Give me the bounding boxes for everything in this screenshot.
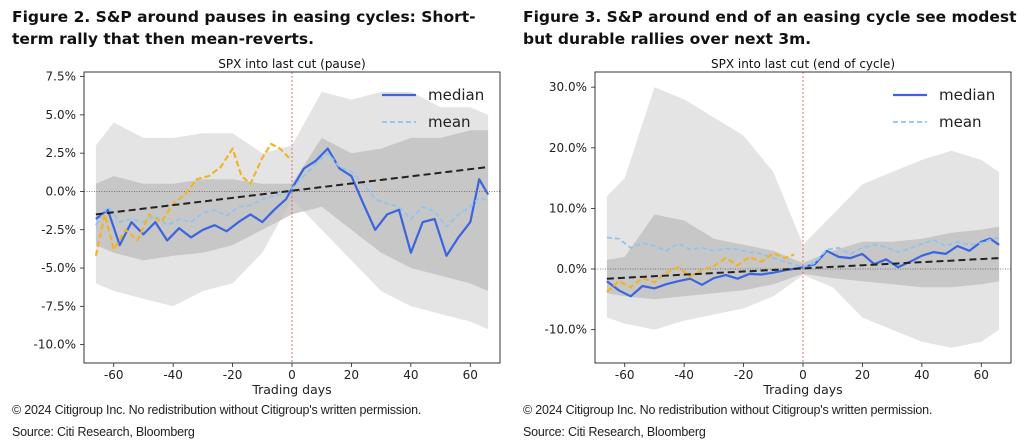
y-tick-label: 7.5%: [46, 70, 77, 84]
x-tick-label: 40: [914, 368, 929, 382]
series-mean-line: [95, 152, 489, 228]
x-tick-label: 0: [799, 368, 807, 382]
y-tick-label: -5.0%: [41, 261, 76, 275]
x-tick-label: -40: [163, 368, 183, 382]
figure-2-copyright: © 2024 Citigroup Inc. No redistribution …: [12, 403, 422, 417]
inner-range-band: [95, 130, 489, 291]
figure-3-heading: Figure 3. S&P around end of an easing cy…: [523, 8, 1017, 48]
y-tick-label: 10.0%: [549, 201, 587, 215]
figure-2-panel: Figure 2. S&P around pauses in easing cy…: [12, 0, 517, 446]
chart-title: SPX into last cut (end of cycle): [711, 58, 895, 71]
legend-label: median: [939, 86, 995, 104]
chart-title: SPX into last cut (pause): [218, 58, 365, 71]
figure-3-copyright: © 2024 Citigroup Inc. No redistribution …: [523, 403, 933, 417]
x-tick-label: -40: [674, 368, 694, 382]
y-tick-label: 0.0%: [46, 184, 77, 198]
y-tick-label: -7.5%: [41, 299, 76, 313]
y-tick-label: 20.0%: [549, 141, 587, 155]
x-tick-label: -60: [615, 368, 635, 382]
figure-2-chart: SPX into last cut (pause) -60 -40 -20 0 20 40 6…: [34, 58, 501, 397]
x-axis-label: Trading days: [251, 382, 331, 397]
x-tick-label: 20: [855, 368, 870, 382]
x-tick-label: 60: [974, 368, 989, 382]
y-tick-label: 2.5%: [46, 146, 77, 160]
legend-label: mean: [428, 113, 471, 131]
series-mean-line: [606, 236, 1000, 269]
figure-3-panel: Figure 3. S&P around end of an easing cy…: [523, 0, 1024, 446]
y-tick-label: -2.5%: [41, 223, 76, 237]
y-tick-label: 0.0%: [557, 262, 588, 276]
x-tick-label: -20: [223, 368, 243, 382]
figure-3-chart: SPX into last cut (end of cycle) -60 -40 -2…: [545, 58, 1012, 397]
x-axis-label: Trading days: [762, 382, 842, 397]
x-tick-label: 0: [288, 368, 296, 382]
x-tick-label: -20: [734, 368, 754, 382]
x-tick-label: 40: [403, 368, 418, 382]
x-tick-label: 20: [344, 368, 359, 382]
series-orange-line: [94, 142, 290, 257]
x-tick-label: -60: [104, 368, 124, 382]
figure-2-heading: Figure 2. S&P around pauses in easing cy…: [12, 8, 476, 48]
figure-3-source: Source: Citi Research, Bloomberg: [523, 425, 706, 439]
series-orange-line: [606, 252, 795, 293]
y-tick-label: -10.0%: [545, 323, 587, 337]
y-tick-label: 30.0%: [549, 80, 587, 94]
y-tick-label: -10.0%: [34, 338, 76, 352]
x-tick-label: 60: [463, 368, 478, 382]
y-tick-label: 5.0%: [46, 108, 77, 122]
legend-label: mean: [939, 113, 982, 131]
figure-2-source: Source: Citi Research, Bloomberg: [12, 425, 195, 439]
legend-label: median: [428, 86, 484, 104]
inner-range-band: [606, 214, 1000, 300]
